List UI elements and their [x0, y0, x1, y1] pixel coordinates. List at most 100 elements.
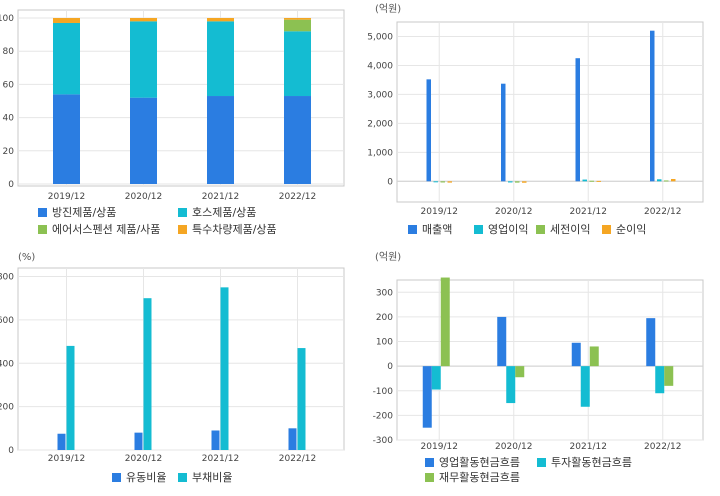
bar [589, 180, 594, 182]
y-tick-label: 1,000 [367, 148, 393, 158]
bar-segment [130, 97, 157, 184]
plot-frame [396, 21, 704, 203]
y-tick-label: 5,000 [367, 32, 393, 42]
unit-label: (억원) [375, 3, 401, 15]
bar-segment [130, 21, 157, 98]
bar [589, 346, 599, 367]
legend-label: 부채비율 [192, 471, 232, 484]
y-tick-label: 0 [387, 177, 393, 187]
y-tick-label: 600 [0, 316, 14, 326]
legend-label: 방진제품/상품 [52, 206, 116, 219]
bar [288, 428, 297, 450]
bar-segment [284, 19, 311, 32]
legend-swatch [536, 225, 545, 234]
y-tick-label: 0 [8, 446, 14, 456]
legend-swatch [425, 458, 434, 467]
bar [596, 180, 601, 182]
bar [664, 180, 669, 182]
y-tick-label: 200 [376, 313, 393, 323]
legend-swatch [38, 225, 47, 234]
bar-segment [207, 21, 234, 97]
bar [501, 83, 506, 182]
y-tick-label: 300 [376, 288, 393, 298]
legend-swatch [425, 473, 434, 482]
x-tick-label: 2019/12 [48, 192, 85, 202]
bar [422, 366, 432, 428]
legend-label: 호스제품/상품 [192, 206, 256, 219]
y-tick-label: 100 [0, 14, 14, 24]
legend-swatch [112, 473, 121, 482]
bar [143, 298, 152, 450]
legend-label: 특수차량제품/상품 [192, 223, 277, 236]
x-tick-label: 2019/12 [421, 207, 458, 217]
legend-swatch [178, 225, 187, 234]
legend-label: 순이익 [616, 223, 646, 236]
bar [447, 181, 452, 183]
bar [582, 179, 587, 182]
chart-1: 0 20 40 60 80 100 2019/12 2020/12 2021/12 2022/12… [0, 9, 345, 236]
bar-segment [284, 31, 311, 97]
y-tick-label: -100 [373, 387, 394, 397]
y-tick-label: 0 [8, 180, 14, 190]
bar [657, 179, 662, 182]
x-tick-label: 2019/12 [421, 442, 458, 452]
bar [220, 287, 229, 450]
legend-swatch [408, 225, 417, 234]
legend-swatch [474, 225, 483, 234]
x-tick-label: 2021/12 [202, 454, 239, 464]
y-tick-label: 3,000 [367, 90, 393, 100]
legend-label: 매출액 [422, 223, 452, 236]
legend-label: 투자활동현금흐름 [551, 455, 632, 469]
bar [440, 277, 450, 367]
bar [522, 181, 527, 183]
legend-swatch [38, 208, 47, 217]
y-tick-label: 20 [3, 147, 15, 157]
bar [571, 342, 581, 367]
bar [431, 366, 441, 390]
legend-swatch [537, 458, 546, 467]
legend-label: 에어서스펜션 제품/사품 [52, 223, 160, 236]
bar [508, 181, 513, 183]
x-tick-label: 2022/12 [644, 442, 681, 452]
bar [297, 348, 306, 450]
bar [580, 366, 590, 407]
x-tick-label: 2022/12 [279, 192, 316, 202]
bar [433, 181, 438, 183]
chart-4: (억원) -300 -200 -100 0 100 200 300 2019/12 2020/12… [373, 251, 704, 484]
y-tick-label: 4,000 [367, 61, 393, 71]
legend-label: 유동비율 [126, 471, 166, 484]
bar [506, 366, 516, 404]
x-tick-label: 2020/12 [125, 454, 162, 464]
x-tick-label: 2021/12 [202, 192, 239, 202]
bar [515, 181, 520, 183]
bar [211, 430, 220, 450]
bar [575, 58, 580, 182]
bar [655, 366, 665, 394]
bar [134, 432, 143, 450]
bar [515, 366, 525, 378]
bar [646, 318, 656, 367]
bar-segment [284, 96, 311, 184]
bar [650, 30, 655, 182]
bar [664, 366, 674, 386]
chart-2: (억원) 0 1,000 2,000 3,000 4,000 5,000 2019/12 202… [367, 3, 704, 236]
bar-segment [53, 18, 80, 23]
bar [497, 316, 507, 367]
bar [671, 178, 676, 182]
legend-label: 세전이익 [550, 223, 590, 236]
legend-swatch [178, 208, 187, 217]
bar [66, 345, 75, 450]
y-tick-label: 400 [0, 359, 14, 369]
y-tick-label: 60 [3, 80, 15, 90]
x-tick-label: 2022/12 [644, 207, 681, 217]
bar-segment [53, 94, 80, 184]
bar [440, 181, 445, 183]
x-tick-label: 2021/12 [570, 442, 607, 452]
y-tick-label: 200 [0, 403, 14, 413]
unit-label: (억원) [375, 251, 401, 263]
x-tick-label: 2020/12 [125, 192, 162, 202]
bar-segment [284, 18, 311, 20]
bar-segment [207, 96, 234, 184]
legend-label: 재무활동현금흐름 [439, 470, 520, 484]
bar-segment [207, 18, 234, 22]
